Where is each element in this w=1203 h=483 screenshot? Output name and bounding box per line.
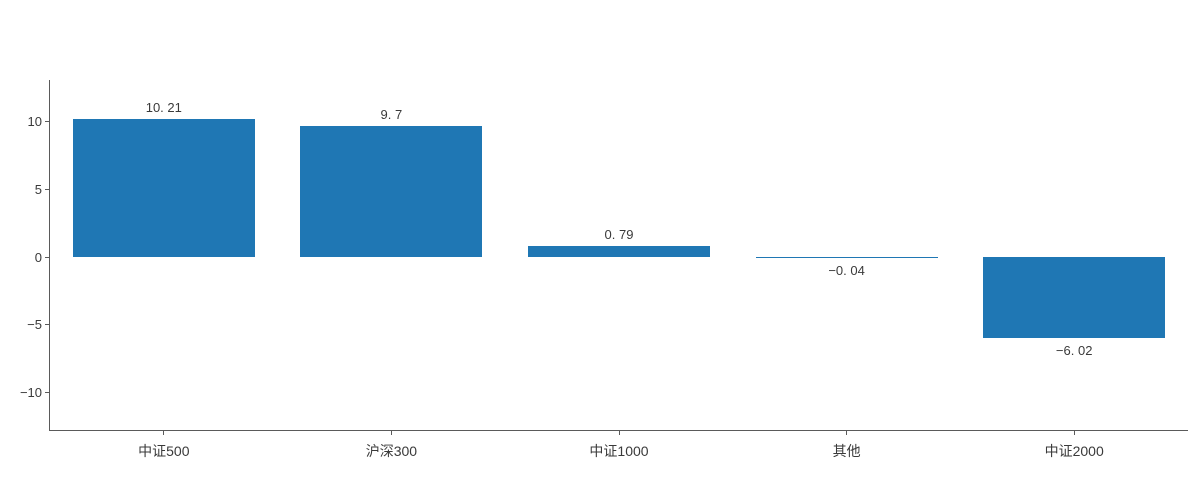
y-axis-tick xyxy=(45,256,50,258)
bar-value-label: 10. 21 xyxy=(145,100,182,116)
bar xyxy=(72,119,255,258)
bar xyxy=(755,257,938,258)
x-axis-category-label: 中证500 xyxy=(138,443,190,459)
y-axis-tick xyxy=(45,391,50,393)
bar xyxy=(983,257,1166,339)
y-axis-tick-label: 5 xyxy=(34,181,42,197)
y-axis-tick-label: −10 xyxy=(19,384,42,400)
x-axis-category-label: 中证2000 xyxy=(1044,443,1104,459)
x-axis-tick xyxy=(846,430,848,435)
y-axis-tick xyxy=(45,188,50,190)
y-axis-tick xyxy=(45,121,50,123)
bar xyxy=(300,125,483,258)
x-axis-tick xyxy=(618,430,620,435)
plot-area: 10 5 0 −5 −10 10. 21 中证500 9. 7 沪深300 0. 79 中证1000… xyxy=(20,80,1188,458)
bar-value-label: 0. 79 xyxy=(604,227,634,243)
bar-value-label: 9. 7 xyxy=(380,106,403,122)
x-axis-tick xyxy=(163,430,165,435)
bar xyxy=(527,246,711,258)
x-axis-category-label: 其他 xyxy=(832,443,861,459)
y-axis-tick-label: 10 xyxy=(27,114,42,130)
x-axis-tick xyxy=(390,430,392,435)
bar-value-label: −6. 02 xyxy=(1055,343,1093,359)
x-axis-category-label: 中证1000 xyxy=(589,443,649,459)
bar-value-label: −0. 04 xyxy=(828,262,865,278)
y-axis-tick-label: −5 xyxy=(27,317,42,333)
x-axis-category-label: 沪深300 xyxy=(365,443,418,459)
x-axis-tick xyxy=(1073,430,1075,435)
y-axis-tick-label: 0 xyxy=(34,249,42,265)
y-axis-tick xyxy=(45,324,50,326)
